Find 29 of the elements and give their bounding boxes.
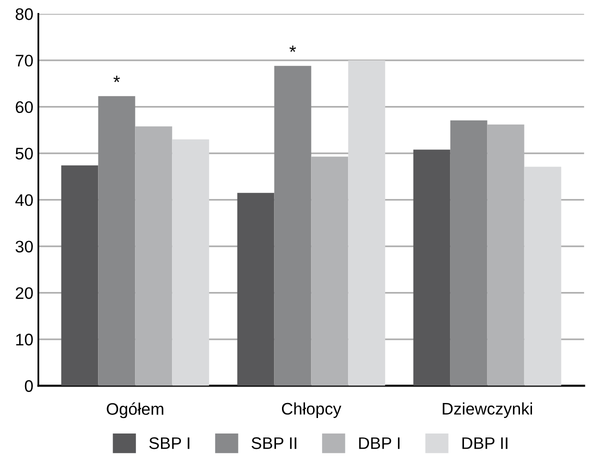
y-tick-label: 20 bbox=[16, 287, 33, 299]
legend-label: SBP I bbox=[149, 437, 190, 450]
legend-label: SBP II bbox=[252, 437, 296, 450]
y-tick-label: 0 bbox=[24, 380, 33, 392]
y-tick-label: 30 bbox=[16, 240, 33, 253]
bar bbox=[98, 96, 136, 386]
legend-label: DBP II bbox=[462, 437, 508, 449]
y-tick-label: 50 bbox=[16, 148, 33, 160]
bar bbox=[311, 156, 348, 386]
annotation: * bbox=[113, 76, 120, 82]
annotation: * bbox=[290, 46, 296, 52]
y-tick-label: 80 bbox=[16, 8, 33, 20]
bar bbox=[237, 192, 274, 386]
legend-label: DBP I bbox=[359, 437, 400, 449]
bar bbox=[524, 166, 562, 386]
bar bbox=[274, 66, 312, 386]
y-tick-label: 70 bbox=[16, 54, 33, 67]
bar bbox=[135, 126, 172, 386]
x-tick-label: Ogółem bbox=[106, 402, 164, 418]
bar bbox=[172, 139, 210, 386]
bar bbox=[61, 165, 98, 386]
bar bbox=[348, 60, 386, 386]
x-tick-label: Chłopcy bbox=[282, 402, 342, 418]
bar bbox=[413, 150, 450, 386]
x-tick-label: Dziewczynki bbox=[442, 402, 532, 418]
bar bbox=[450, 120, 488, 386]
y-tick-label: 40 bbox=[15, 194, 33, 206]
y-tick-label: 60 bbox=[16, 101, 33, 114]
y-tick-label: 10 bbox=[16, 334, 33, 346]
